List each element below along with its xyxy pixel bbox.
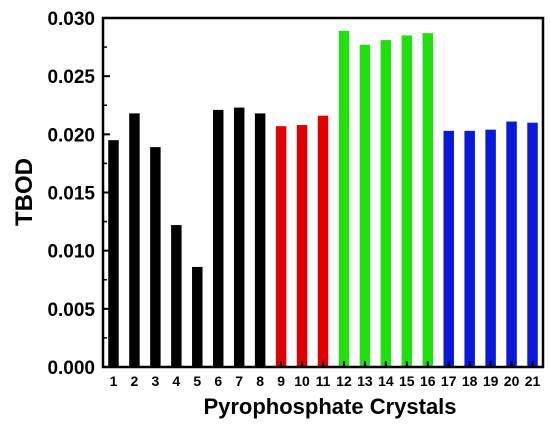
x-tick-label: 15 — [399, 373, 415, 389]
bar-10 — [296, 125, 308, 367]
x-tick-label: 10 — [294, 373, 310, 389]
y-tick-label: 0.020 — [47, 125, 95, 146]
bar-7 — [233, 107, 245, 367]
y-tick-label: 0.005 — [47, 300, 95, 321]
bar-9 — [275, 126, 287, 367]
bar-6 — [213, 109, 224, 368]
y-tick-label: 0.000 — [47, 358, 95, 379]
bar-14 — [380, 40, 392, 367]
y-axis-title: TBOD — [11, 158, 38, 226]
y-tick-label: 0.025 — [47, 67, 95, 88]
bar-12 — [338, 30, 350, 368]
x-tick-label: 13 — [357, 373, 373, 389]
x-tick-label: 3 — [151, 373, 159, 389]
x-tick-label: 4 — [172, 373, 180, 389]
x-tick-label: 14 — [378, 373, 394, 389]
bar-13 — [359, 44, 371, 367]
x-tick-label: 5 — [193, 373, 201, 389]
y-tick-label: 0.030 — [47, 9, 95, 30]
bar-4 — [171, 225, 182, 367]
x-tick-label: 21 — [525, 373, 541, 389]
bar-8 — [254, 113, 266, 367]
x-tick-label: 8 — [256, 373, 264, 389]
bar-5 — [192, 266, 203, 367]
bar-21 — [527, 122, 538, 367]
bar-11 — [317, 115, 329, 367]
bar-20 — [506, 121, 517, 367]
bar-16 — [422, 33, 433, 368]
bar-17 — [443, 130, 454, 367]
bar-2 — [129, 113, 140, 367]
x-tick-label: 17 — [441, 373, 457, 389]
bar-18 — [464, 130, 475, 367]
x-tick-label: 11 — [316, 373, 331, 389]
y-tick-label: 0.015 — [47, 184, 95, 205]
x-tick-label: 6 — [214, 373, 222, 389]
x-tick-label: 19 — [483, 373, 499, 389]
bar-3 — [150, 147, 161, 367]
bar-15 — [401, 35, 413, 367]
y-tick-label: 0.010 — [47, 242, 95, 263]
x-axis-title: Pyrophosphate Crystals — [203, 394, 456, 419]
x-tick-label: 2 — [131, 373, 139, 389]
x-ticks-group: 1 2 3 4 5 6 7 8 9 10 11 12 13 14 15 16 17 18 19 20 21 — [110, 361, 541, 389]
x-tick-label: 12 — [336, 373, 352, 389]
y-ticks-group: 0.000 0.005 0.010 0.015 0.020 0.025 0.030 — [47, 9, 110, 379]
x-tick-label: 7 — [235, 373, 243, 389]
x-tick-label: 18 — [462, 373, 478, 389]
bars-group — [108, 30, 538, 368]
x-tick-label: 16 — [420, 373, 436, 389]
bar-19 — [485, 129, 496, 367]
x-tick-label: 9 — [277, 373, 285, 389]
x-tick-label: 20 — [504, 373, 520, 389]
x-tick-label: 1 — [110, 373, 118, 389]
bar-1 — [108, 140, 119, 367]
